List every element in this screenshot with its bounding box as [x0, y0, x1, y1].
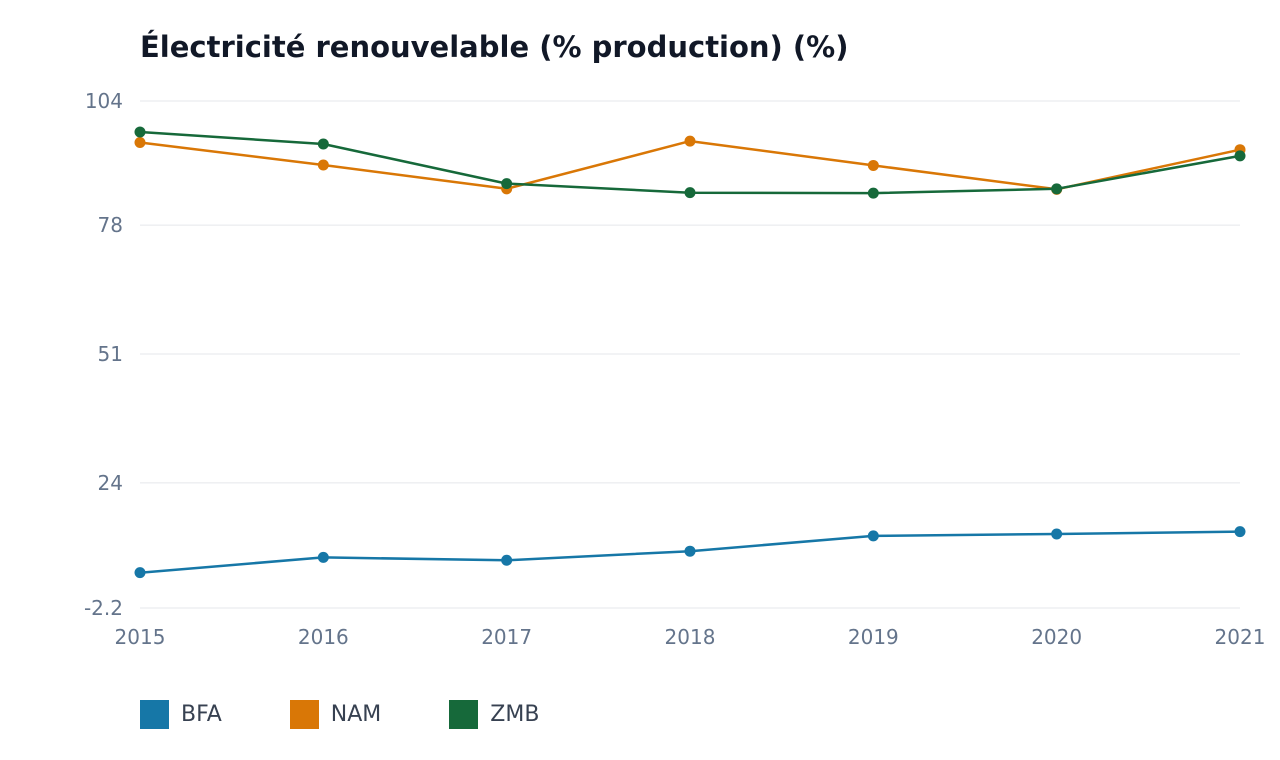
series-line-nam	[139, 139, 1241, 191]
legend-label-bfa: BFA	[181, 702, 222, 727]
legend-label-nam: NAM	[330, 702, 382, 727]
data-point-bfa[interactable]	[501, 554, 513, 566]
y-tick-label: 78	[98, 213, 123, 237]
legend-swatch-nam	[289, 700, 319, 729]
x-tick-label: 2015	[115, 625, 166, 649]
data-point-nam[interactable]	[134, 137, 146, 149]
x-tick-label: 2020	[1031, 625, 1082, 649]
data-point-zmb[interactable]	[501, 178, 513, 190]
data-point-zmb[interactable]	[317, 138, 329, 150]
legend-item-bfa[interactable]: BFA	[140, 700, 222, 729]
data-point-zmb[interactable]	[1051, 183, 1063, 195]
x-tick-label: 2019	[848, 625, 899, 649]
series-lines	[134, 126, 1246, 579]
gridlines	[140, 100, 1240, 609]
y-tick-label: 51	[98, 342, 123, 366]
x-tick-label: 2017	[481, 625, 532, 649]
y-tick-label: -2.2	[84, 596, 123, 620]
data-point-zmb[interactable]	[134, 126, 146, 138]
x-tick-label: 2018	[665, 625, 716, 649]
series-bfa	[134, 526, 1246, 579]
chart-title: Électricité renouvelable (% production) …	[140, 30, 849, 64]
y-tick-label: 24	[98, 471, 123, 495]
x-tick-label: 2021	[1215, 625, 1266, 649]
data-point-zmb[interactable]	[867, 187, 879, 199]
x-tick-label: 2016	[298, 625, 349, 649]
data-point-bfa[interactable]	[1234, 526, 1246, 538]
series-zmb	[134, 126, 1246, 199]
legend-swatch-zmb	[449, 700, 479, 729]
y-tick-label: 104	[85, 89, 123, 113]
data-point-zmb[interactable]	[1234, 150, 1246, 162]
x-axis-ticks: 2015 2016 2017 2018 2019 2020 2021	[115, 625, 1266, 649]
legend-swatch-bfa	[140, 700, 169, 729]
data-point-bfa[interactable]	[134, 567, 146, 579]
data-point-bfa[interactable]	[1051, 528, 1063, 540]
y-axis-ticks: -2.2 24 51 78 104	[84, 89, 123, 620]
legend-item-nam[interactable]: NAM	[289, 700, 382, 729]
legend-label-zmb: ZMB	[490, 702, 540, 727]
data-point-nam[interactable]	[867, 159, 879, 171]
data-point-bfa[interactable]	[684, 545, 696, 557]
data-point-nam[interactable]	[317, 159, 329, 171]
data-point-bfa[interactable]	[867, 530, 879, 542]
data-point-bfa[interactable]	[317, 551, 329, 563]
data-point-zmb[interactable]	[684, 187, 696, 199]
data-point-nam[interactable]	[684, 135, 696, 147]
legend-item-zmb[interactable]: ZMB	[449, 700, 539, 729]
legend: BFA NAM ZMB	[140, 700, 607, 729]
